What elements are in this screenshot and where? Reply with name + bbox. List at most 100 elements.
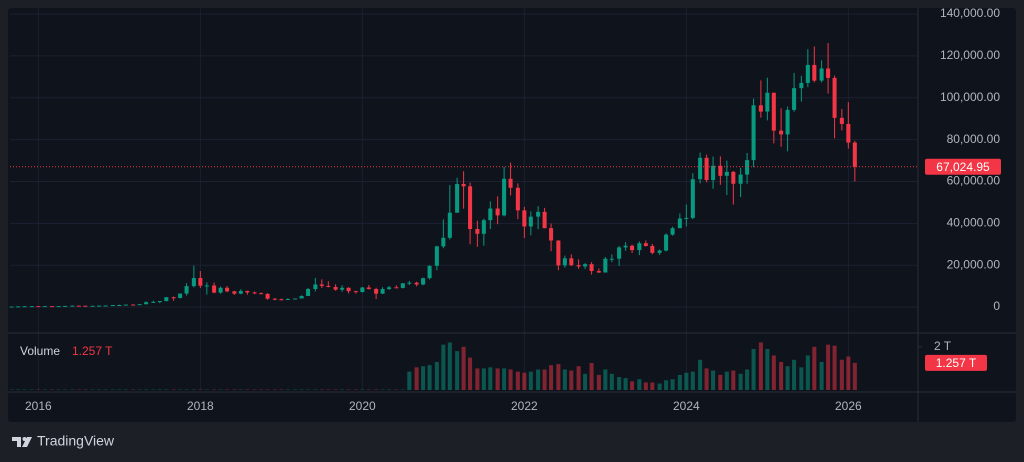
candle-body <box>427 265 432 279</box>
candle-body <box>144 302 149 305</box>
volume-bar <box>698 359 703 390</box>
volume-bar <box>684 372 689 390</box>
candle-body <box>50 306 55 308</box>
candle-body <box>461 183 466 187</box>
volume-bar <box>846 356 851 390</box>
candle-body <box>16 306 21 308</box>
candle-body <box>826 68 831 78</box>
candle-body <box>677 218 682 229</box>
candle-body <box>562 258 567 266</box>
candle-body <box>630 245 635 251</box>
candle-body <box>252 292 257 294</box>
candle-body <box>346 287 351 292</box>
candle-body <box>589 264 594 272</box>
volume-bar <box>427 365 432 390</box>
volume-bar <box>799 367 804 390</box>
brand-name: TradingView <box>37 433 115 449</box>
volume-bar <box>461 346 466 390</box>
candle-body <box>232 291 237 294</box>
volume-bar <box>481 368 486 390</box>
volume-bar <box>596 374 601 390</box>
candle-body <box>191 277 196 287</box>
candle-body <box>576 265 581 267</box>
candle-body <box>488 208 493 221</box>
volume-bar <box>455 351 460 390</box>
candle-body <box>394 287 399 289</box>
candle-body <box>407 282 412 284</box>
volume-last-value: 1.257 T <box>72 344 113 358</box>
volume-bar <box>475 368 480 390</box>
candle-body <box>670 228 675 235</box>
volume-bar <box>711 370 716 390</box>
candle-body <box>374 289 379 294</box>
candle-body <box>151 301 156 303</box>
candle-body <box>22 306 27 308</box>
candle-body <box>447 212 452 238</box>
candle-body <box>218 287 223 293</box>
volume-bar <box>603 369 608 390</box>
volume-bar <box>556 364 561 390</box>
candle-body <box>42 306 47 308</box>
volume-bar <box>589 363 594 390</box>
candle-body <box>819 68 824 81</box>
candle-body <box>738 174 743 184</box>
candle-body <box>481 220 486 234</box>
candle-body <box>502 178 507 216</box>
volume-bar <box>623 378 628 390</box>
candle-body <box>265 293 270 299</box>
candle-body <box>765 92 770 112</box>
candle-body <box>137 304 142 306</box>
candle-body <box>164 297 169 302</box>
candle-body <box>434 246 439 266</box>
candle-body <box>603 258 608 273</box>
candle-body <box>846 123 851 143</box>
candle-body <box>832 77 837 118</box>
chart-panel <box>8 8 1016 422</box>
volume-bar <box>508 369 513 390</box>
candle-body <box>515 187 520 211</box>
volume-bar <box>832 345 837 390</box>
candle-body <box>184 286 189 294</box>
candle-body <box>103 305 108 307</box>
volume-bar <box>677 374 682 390</box>
candle-body <box>225 287 230 292</box>
volume-bar <box>630 381 635 390</box>
candle-body <box>779 130 784 135</box>
candle-body <box>387 287 392 290</box>
candle-body <box>724 171 729 176</box>
volume-bar <box>542 369 547 390</box>
candle-body <box>56 306 61 308</box>
candle-body <box>745 160 750 175</box>
candle-body <box>542 211 547 229</box>
candle-body <box>238 290 243 294</box>
volume-bar <box>765 348 770 390</box>
y-tick-label: 140,000.00 <box>940 6 1000 20</box>
volume-bar <box>434 361 439 390</box>
volume-bar <box>738 373 743 390</box>
x-tick-label: 2024 <box>673 399 700 413</box>
candle-body <box>650 245 655 253</box>
candle-body <box>9 306 14 308</box>
candle-body <box>623 245 628 248</box>
volume-bar <box>617 377 622 390</box>
candle-body <box>117 305 122 307</box>
candle-body <box>178 293 183 298</box>
candle-body <box>556 240 561 266</box>
candle-body <box>319 284 324 286</box>
candle-body <box>70 305 75 307</box>
candle-body <box>522 210 527 227</box>
volume-bar <box>771 355 776 390</box>
candle-body <box>340 287 345 290</box>
candle-body <box>617 247 622 259</box>
volume-bar <box>704 368 709 390</box>
candle-body <box>792 88 797 110</box>
volume-tick-label: 2 T <box>934 339 952 353</box>
candle-body <box>360 287 365 292</box>
volume-label-box <box>925 354 987 371</box>
price-label: 67,024.95 <box>936 160 990 174</box>
candle-body <box>852 142 857 167</box>
volume-title: Volume <box>20 344 60 358</box>
candle-body <box>366 287 371 290</box>
volume-bar <box>407 371 412 390</box>
